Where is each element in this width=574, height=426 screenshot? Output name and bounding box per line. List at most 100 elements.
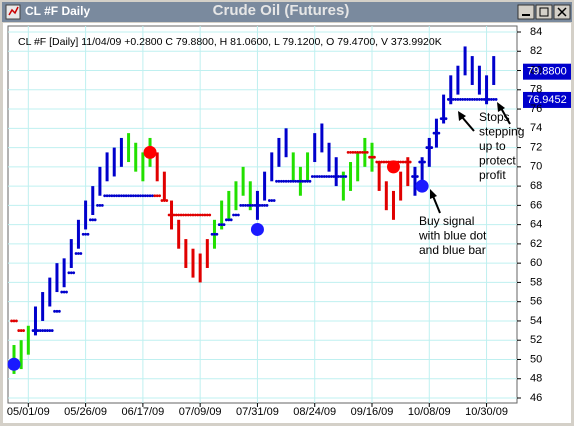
stop-dot (473, 98, 477, 101)
stop-dot (62, 290, 66, 294)
stop-dot (270, 199, 274, 202)
stop-dot (81, 232, 85, 236)
x-tick-label: 05/01/09 (7, 406, 50, 418)
y-tick-label: 58 (530, 276, 542, 288)
stop-dot (399, 160, 403, 164)
stop-dot (332, 175, 336, 178)
y-tick-label: 78 (530, 84, 542, 96)
price-bar (485, 75, 489, 105)
stop-dot (112, 194, 116, 198)
y-tick-label: 70 (530, 161, 542, 173)
stop-dot (296, 179, 300, 183)
stop-dot (478, 98, 481, 101)
price-bar (41, 292, 45, 321)
price-bar (492, 56, 496, 85)
price-bar (449, 75, 453, 105)
stop-dot (232, 213, 235, 217)
arrow (432, 195, 441, 214)
stop-dot (248, 203, 252, 207)
stop-dot (38, 329, 42, 332)
stop-dot (84, 232, 87, 236)
y-tick-label: 60 (530, 257, 542, 269)
price-bar (463, 46, 467, 76)
price-bar (277, 137, 281, 167)
stop-dot (103, 194, 107, 198)
stop-dot (186, 213, 190, 217)
stop-dot (201, 213, 204, 217)
price-bar (399, 171, 403, 201)
title-bar (2, 2, 572, 22)
price-bar (198, 253, 202, 283)
stop-dot (282, 179, 286, 183)
x-tick-label: 07/09/09 (179, 406, 222, 418)
stop-dot (363, 150, 367, 154)
stop-dot (108, 194, 111, 198)
stop-dot (375, 160, 379, 164)
stop-dot (160, 199, 164, 202)
stop-dot (53, 309, 56, 313)
stop-dot (46, 329, 49, 332)
y-tick-label: 52 (530, 334, 542, 346)
stop-dot (210, 232, 214, 236)
price-bar (69, 239, 73, 268)
info-line: CL #F [Daily] 11/04/09 +0.2800 C 79.8800… (18, 36, 442, 48)
annotation: protect (479, 154, 516, 168)
stop-dot (425, 146, 429, 149)
stop-dot (48, 329, 52, 332)
price-bar (377, 162, 381, 191)
minimize-button[interactable] (517, 4, 535, 20)
stop-dot (167, 213, 171, 217)
stop-dot (284, 179, 288, 183)
stop-dot (423, 160, 426, 164)
price-label-box (523, 91, 571, 108)
stop-dot (404, 160, 407, 164)
stop-dot (489, 98, 493, 101)
stop-dot (449, 98, 453, 101)
stop-dot (468, 98, 472, 101)
stop-dot (337, 175, 340, 178)
price-label: 79.8800 (527, 66, 567, 78)
stop-dot (100, 203, 104, 207)
stop-dot (162, 199, 166, 202)
price-bar (141, 152, 145, 182)
stop-dot (129, 194, 133, 198)
stop-dot (179, 213, 183, 217)
y-tick-label: 66 (530, 199, 542, 211)
price-bar (119, 137, 123, 167)
stop-dot (55, 309, 59, 313)
price-bar (356, 152, 360, 182)
stop-dot (117, 194, 121, 198)
stop-dot (289, 179, 293, 183)
price-bar (427, 137, 431, 167)
price-bar (26, 325, 30, 355)
y-tick-label: 80 (530, 64, 542, 76)
stop-dot (239, 203, 243, 207)
annotation-buy (430, 189, 441, 214)
stop-dot (246, 203, 250, 207)
stop-dot (353, 150, 357, 154)
price-bar (420, 157, 424, 187)
price-bar (470, 56, 474, 85)
stop-dot (265, 203, 269, 207)
stop-dot (19, 329, 23, 332)
x-tick-label: 05/26/09 (64, 406, 107, 418)
text-layer: 46 48 50 52 54 56 58 60 62 64 66 68 70 72 74 76 78 80 82 84… (7, 26, 567, 418)
stop-dot (196, 213, 200, 217)
stop-dot (120, 194, 123, 198)
window-buttons[interactable] (517, 4, 571, 20)
price-bar (162, 171, 166, 201)
annotation-stops (458, 102, 511, 132)
stop-dot (463, 98, 467, 101)
stop-dot (356, 150, 360, 154)
price-bar (334, 157, 338, 187)
stop-dot (182, 213, 185, 217)
price-bar (263, 171, 267, 201)
stop-dot (251, 203, 255, 207)
close-icon (557, 7, 567, 17)
maximize-button[interactable] (535, 4, 553, 20)
stop-dot (31, 329, 35, 332)
stop-dot (17, 329, 21, 332)
stop-dot (203, 213, 207, 217)
stop-dot (339, 175, 343, 178)
